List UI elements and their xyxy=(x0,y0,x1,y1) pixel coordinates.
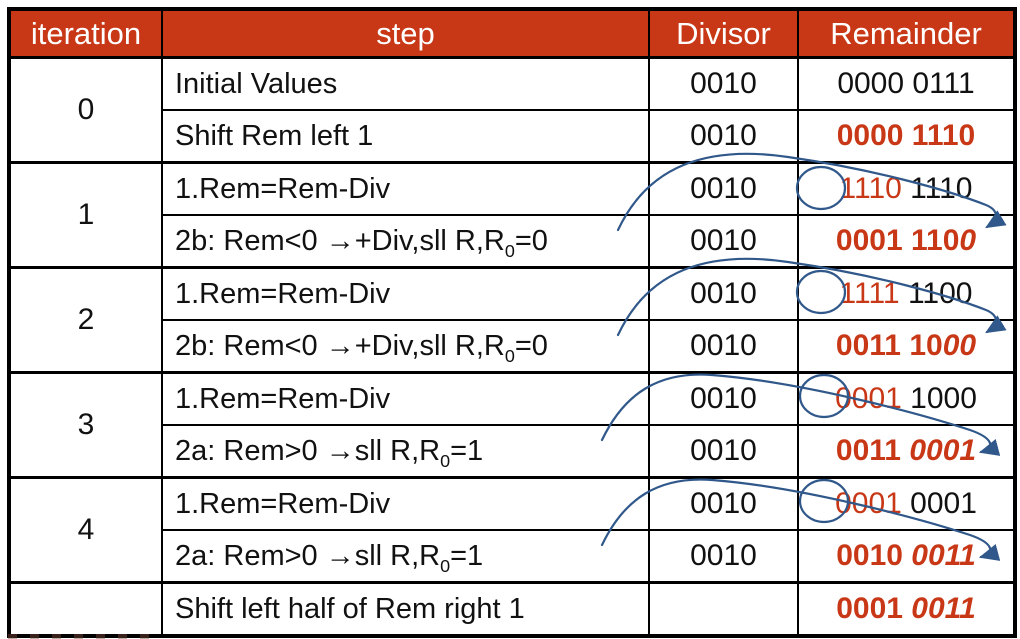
step-text: =0 xyxy=(514,224,548,257)
cell-step: Shift Rem left 1 xyxy=(161,109,650,164)
cell-divisor: 0010 xyxy=(648,476,799,531)
table-row: 0 Initial Values 0010 0000 0111 xyxy=(8,56,1016,164)
step-subscript: 0 xyxy=(504,345,515,366)
cell-step: Initial Values xyxy=(161,56,650,111)
cell-step: 2a: Rem>0 →sll R,R0=1 xyxy=(161,424,650,479)
table-row: 2 1.Rem=Rem-Div 0010 1111 1100 xyxy=(8,266,1016,374)
rem-value: 0001 xyxy=(836,592,912,625)
cell-divisor: 0010 xyxy=(648,214,799,269)
header-iteration: iteration xyxy=(8,8,163,59)
rem-value: 0000 0111 xyxy=(837,67,975,100)
cell-step: 2b: Rem<0 →+Div,sll R,R0=0 xyxy=(161,319,650,374)
rem-high-bits: 1111 xyxy=(839,277,908,310)
cell-remainder: 0010 0011 xyxy=(797,529,1016,584)
cell-remainder: 0001 1100 xyxy=(797,214,1016,269)
step-text: =1 xyxy=(450,539,484,572)
cell-divisor: 0010 xyxy=(648,266,799,321)
clipped-text-fragment xyxy=(8,634,158,639)
step-text: 1.Rem=Rem-Div xyxy=(175,487,391,520)
cell-iteration-2: 2 xyxy=(8,266,163,374)
cell-iteration-4: 4 xyxy=(8,476,163,584)
table-row: 1 1.Rem=Rem-Div 0010 1110 1110 xyxy=(8,161,1016,269)
rem-low-bits: 0001 xyxy=(910,487,977,520)
table-row: 4 1.Rem=Rem-Div 0010 0001 0001 xyxy=(8,476,1016,584)
cell-divisor: 0010 xyxy=(648,56,799,111)
cell-remainder: 1110 1110 xyxy=(797,161,1016,216)
header-divisor: Divisor xyxy=(648,8,799,59)
cell-remainder: 0011 0001 xyxy=(797,424,1016,479)
cell-divisor: 0010 xyxy=(648,529,799,584)
step-subscript: 0 xyxy=(440,450,451,471)
rem-high-bits: 0001 xyxy=(835,487,911,520)
cell-iteration-1: 1 xyxy=(8,161,163,269)
rem-low-bits: 1000 xyxy=(910,382,977,415)
step-text: 1.Rem=Rem-Div xyxy=(175,382,391,415)
step-subscript: 0 xyxy=(440,555,451,576)
rem-quotient-bits: 00 xyxy=(942,329,977,362)
cell-remainder: 0000 0111 xyxy=(797,56,1016,111)
cell-iteration-empty xyxy=(8,581,163,637)
table-row: 3 1.Rem=Rem-Div 0010 0001 1000 xyxy=(8,371,1016,479)
step-text: Shift Rem left 1 xyxy=(175,119,374,152)
cell-step: 1.Rem=Rem-Div xyxy=(161,476,650,531)
cell-step: 1.Rem=Rem-Div xyxy=(161,266,650,321)
division-trace-table: iteration step Divisor Remainder 0 Initi… xyxy=(7,7,1017,638)
rem-quotient-bits: 0011 xyxy=(911,592,976,625)
cell-divisor: 0010 xyxy=(648,319,799,374)
rem-value: 0000 1110 xyxy=(836,119,976,152)
rem-quotient-bits: 0 xyxy=(959,224,977,257)
step-text: =1 xyxy=(450,434,484,467)
cell-divisor: 0010 xyxy=(648,161,799,216)
cell-step: 1.Rem=Rem-Div xyxy=(161,161,650,216)
cell-step: 1.Rem=Rem-Div xyxy=(161,371,650,426)
header-remainder: Remainder xyxy=(797,8,1016,59)
cell-divisor: 0010 xyxy=(648,424,799,479)
step-text: 2b: Rem<0 →+Div,sll R,R xyxy=(175,224,505,257)
step-text: =0 xyxy=(514,329,548,362)
cell-step: Shift left half of Rem right 1 xyxy=(161,581,650,637)
cell-remainder: 0001 0011 xyxy=(797,581,1016,637)
header-row: iteration step Divisor Remainder xyxy=(8,8,1016,59)
cell-iteration-0: 0 xyxy=(8,56,163,164)
rem-high-bits: 0001 xyxy=(835,382,911,415)
step-text: 1.Rem=Rem-Div xyxy=(175,172,391,205)
cell-remainder: 0000 1110 xyxy=(797,109,1016,164)
cell-remainder: 0001 0001 xyxy=(797,476,1016,531)
cell-step: 2b: Rem<0 →+Div,sll R,R0=0 xyxy=(161,214,650,269)
cell-iteration-3: 3 xyxy=(8,371,163,479)
step-text: 2a: Rem>0 →sll R,R xyxy=(175,539,441,572)
cell-divisor: 0010 xyxy=(648,371,799,426)
rem-high-bits: 1110 xyxy=(839,172,911,205)
table-row: Shift left half of Rem right 1 0001 0011 xyxy=(8,581,1016,637)
cell-divisor xyxy=(648,581,799,637)
rem-value: 0010 xyxy=(836,539,912,572)
rem-quotient-bits: 0011 xyxy=(911,539,976,572)
step-text: 2a: Rem>0 →sll R,R xyxy=(175,434,441,467)
rem-value: 0011 10 xyxy=(835,329,943,362)
cell-remainder: 1111 1100 xyxy=(797,266,1016,321)
step-text: Initial Values xyxy=(175,67,338,100)
step-text: Shift left half of Rem right 1 xyxy=(175,592,525,625)
cell-remainder: 0001 1000 xyxy=(797,371,1016,426)
step-subscript: 0 xyxy=(504,240,515,261)
table-row: Shift Rem left 1 0010 0000 1110 xyxy=(9,109,1016,164)
step-text: 1.Rem=Rem-Div xyxy=(175,277,391,310)
rem-value: 0011 xyxy=(835,434,910,467)
step-text: 2b: Rem<0 →+Div,sll R,R xyxy=(175,329,505,362)
rem-low-bits: 1110 xyxy=(910,172,973,205)
cell-step: 2a: Rem>0 →sll R,R0=1 xyxy=(161,529,650,584)
header-step: step xyxy=(161,8,650,59)
cell-divisor: 0010 xyxy=(648,109,799,164)
rem-value: 0001 110 xyxy=(835,224,960,257)
rem-low-bits: 1100 xyxy=(907,277,973,310)
cell-remainder: 0011 1000 xyxy=(797,319,1016,374)
rem-quotient-bits: 0001 xyxy=(909,434,977,467)
